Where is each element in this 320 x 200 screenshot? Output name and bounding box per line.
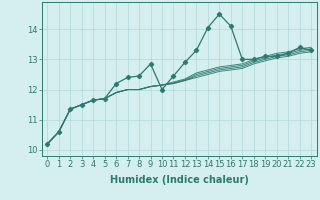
X-axis label: Humidex (Indice chaleur): Humidex (Indice chaleur) (110, 175, 249, 185)
